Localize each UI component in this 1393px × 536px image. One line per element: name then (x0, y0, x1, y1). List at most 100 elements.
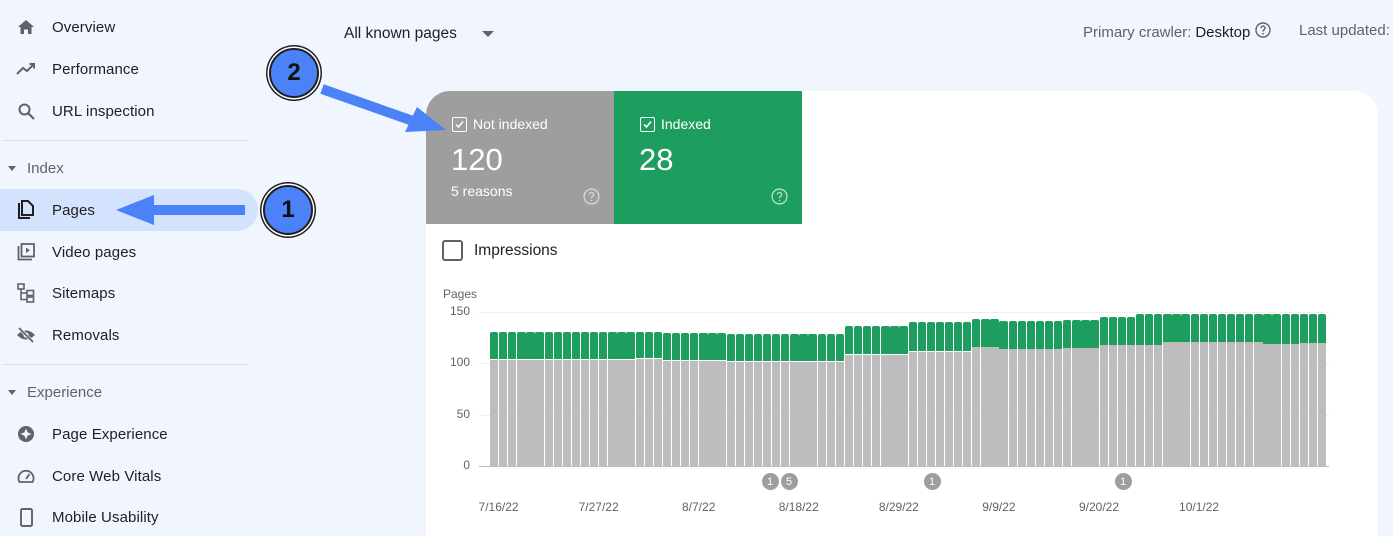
sidebar-item-performance[interactable]: Performance (0, 48, 258, 90)
chart-bar[interactable] (917, 322, 926, 466)
chart-bar[interactable] (671, 332, 681, 466)
chart-bar[interactable] (1272, 314, 1281, 466)
chart-bar[interactable] (953, 322, 963, 466)
chart-bar[interactable] (826, 333, 835, 466)
chart-bar[interactable] (526, 331, 535, 466)
sidebar-item-url-inspection[interactable]: URL inspection (0, 90, 258, 132)
sidebar-item-removals[interactable]: Removals (0, 314, 258, 356)
chart-bar[interactable] (571, 331, 581, 466)
chart-bar[interactable] (772, 333, 781, 466)
chart-bar[interactable] (662, 332, 672, 466)
chart-bar[interactable] (990, 319, 999, 466)
chart-bar[interactable] (580, 331, 590, 466)
chart-bar[interactable] (1163, 314, 1172, 466)
chart-bar[interactable] (599, 331, 608, 466)
chart-bar[interactable] (1226, 314, 1236, 466)
chart-bar[interactable] (1190, 314, 1199, 466)
impressions-checkbox[interactable] (442, 240, 463, 261)
chart-bar[interactable] (553, 331, 562, 466)
sidebar-item-mobile-usability[interactable]: Mobile Usability (0, 496, 258, 536)
not-indexed-tile[interactable]: Not indexed 120 5 reasons (426, 91, 614, 224)
chart-bar[interactable] (744, 333, 754, 466)
chart-bar[interactable] (1126, 317, 1136, 466)
chart-bar[interactable] (790, 333, 799, 466)
event-marker[interactable]: 1 (761, 473, 779, 490)
chart-bar[interactable] (635, 331, 644, 466)
chart-bar[interactable] (1099, 317, 1108, 466)
chart-bar[interactable] (817, 333, 826, 466)
chart-bar[interactable] (999, 321, 1008, 466)
chart-bar[interactable] (517, 331, 526, 466)
chart-bar[interactable] (890, 326, 899, 466)
chart-bar[interactable] (944, 322, 954, 466)
chart-bar[interactable] (863, 326, 872, 466)
chart-bar[interactable] (781, 333, 790, 466)
chart-bar[interactable] (872, 326, 881, 466)
chart-bar[interactable] (881, 326, 890, 466)
chart-bar[interactable] (1281, 314, 1290, 466)
chart-bar[interactable] (908, 322, 917, 466)
chart-bar[interactable] (926, 322, 935, 466)
chart-bar[interactable] (1199, 314, 1208, 466)
chart-bar[interactable] (835, 333, 844, 466)
chart-bar[interactable] (608, 331, 617, 466)
chart-bar[interactable] (1263, 314, 1272, 466)
chart-bar[interactable] (1254, 314, 1263, 466)
chart-bar[interactable] (1236, 314, 1245, 466)
checkbox-checked-icon[interactable] (640, 117, 655, 132)
chart-bar[interactable] (1017, 321, 1026, 466)
chart-bar[interactable] (972, 319, 981, 466)
chart-bar[interactable] (1072, 320, 1081, 466)
chart-bar[interactable] (753, 333, 763, 466)
sidebar-item-sitemaps[interactable]: Sitemaps (0, 272, 258, 314)
impressions-toggle[interactable]: Impressions (442, 240, 558, 261)
chart-bar[interactable] (644, 331, 653, 466)
help-icon[interactable] (771, 188, 788, 210)
chart-bar[interactable] (1090, 320, 1099, 466)
chart-bar[interactable] (1245, 314, 1254, 466)
chart-bar[interactable] (653, 331, 663, 466)
event-marker[interactable]: 5 (780, 473, 798, 490)
chart-bar[interactable] (617, 331, 626, 466)
chart-bar[interactable] (626, 331, 635, 466)
chart-bar[interactable] (1026, 321, 1036, 466)
chart-bar[interactable] (1063, 320, 1072, 466)
help-icon[interactable] (1255, 22, 1272, 42)
indexed-tile[interactable]: Indexed 28 (614, 91, 802, 224)
chart-bar[interactable] (1081, 320, 1090, 466)
chart-bar[interactable] (1145, 314, 1154, 466)
sidebar-item-video-pages[interactable]: Video pages (0, 231, 258, 273)
chart-bar[interactable] (562, 331, 572, 466)
page-filter-dropdown[interactable]: All known pages (344, 22, 494, 46)
chart-bar[interactable] (935, 322, 945, 466)
chart-bar[interactable] (1317, 314, 1327, 466)
chart-bar[interactable] (899, 326, 908, 466)
checkbox-checked-icon[interactable] (452, 117, 467, 132)
chart-bar[interactable] (490, 331, 499, 466)
event-marker[interactable]: 1 (1114, 473, 1132, 490)
chart-bar[interactable] (762, 333, 772, 466)
chart-bar[interactable] (1035, 321, 1045, 466)
chart-bar[interactable] (1108, 317, 1117, 466)
chart-bar[interactable] (499, 331, 508, 466)
chart-bar[interactable] (1117, 317, 1127, 466)
chart-bar[interactable] (1154, 314, 1163, 466)
chart-bar[interactable] (844, 326, 854, 466)
chart-bar[interactable] (1308, 314, 1318, 466)
chart-bar[interactable] (690, 332, 699, 466)
chart-bar[interactable] (508, 331, 517, 466)
chart-bar[interactable] (963, 322, 972, 466)
chart-bar[interactable] (681, 332, 690, 466)
chart-bar[interactable] (1181, 314, 1190, 466)
sidebar-item-core-web-vitals[interactable]: Core Web Vitals (0, 455, 258, 497)
sidebar-item-page-experience[interactable]: Page Experience (0, 413, 258, 455)
chart-bar[interactable] (799, 333, 808, 466)
chart-bar[interactable] (1135, 314, 1145, 466)
chart-bar[interactable] (808, 333, 817, 466)
chart-bar[interactable] (853, 326, 863, 466)
chart-bar[interactable] (1008, 321, 1017, 466)
chart-bar[interactable] (544, 331, 553, 466)
sidebar-item-pages[interactable]: Pages (0, 189, 258, 231)
sidebar-item-overview[interactable]: Overview (0, 6, 258, 48)
chart-bar[interactable] (1172, 314, 1181, 466)
